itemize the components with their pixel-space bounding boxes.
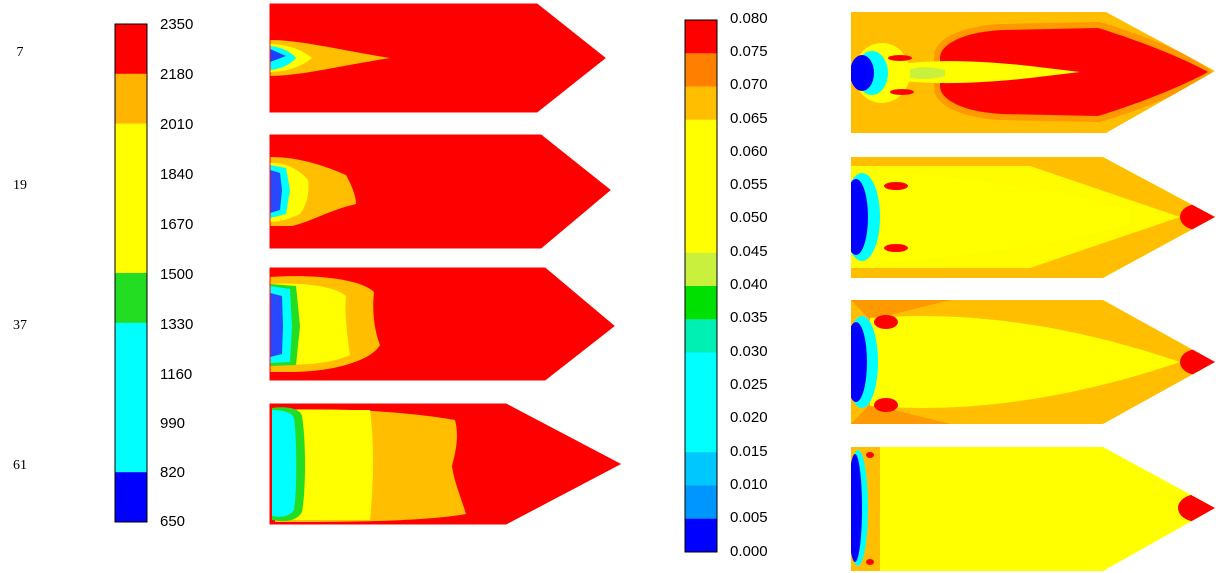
left-tick-label: 2350: [160, 16, 194, 33]
right-tick-label: 0.070: [730, 76, 768, 93]
temperature-contour-61: [270, 404, 620, 524]
right-tick-label: 0.045: [730, 243, 768, 260]
left-colorbar-band: [115, 123, 147, 174]
right-tick-label: 0.000: [730, 543, 768, 560]
left-colorbar-band: [115, 472, 147, 523]
left-colorbar-band: [115, 273, 147, 324]
row-label-3: 37: [13, 318, 27, 333]
temperature-contour-37: [270, 268, 614, 380]
mass-fraction-contour-19: [851, 157, 1215, 278]
left-tick-label: 1840: [160, 166, 194, 183]
left-colorbar-band: [115, 73, 147, 125]
right-tick-label: 0.055: [730, 176, 768, 193]
right-tick-label: 0.015: [730, 443, 768, 460]
right-tick-label: 0.040: [730, 276, 768, 293]
row-label-1: 7: [16, 45, 24, 60]
right-tick-label: 0.020: [730, 409, 768, 426]
row-label-2: 19: [13, 178, 27, 193]
right-colorbar-band: [685, 153, 717, 187]
right-colorbar-band: [685, 518, 717, 553]
right-tick-label: 0.080: [730, 10, 768, 27]
left-colorbar-band: [115, 372, 147, 423]
left-tick-label: 1670: [160, 216, 194, 233]
right-colorbar-band: [685, 119, 717, 154]
right-tick-label: 0.050: [730, 209, 768, 226]
right-colorbar-band: [685, 286, 717, 320]
right-tick-label: 0.065: [730, 110, 768, 127]
mass-fraction-contour-37: [851, 300, 1215, 424]
temperature-contour-19: [270, 135, 610, 248]
right-tick-label: 0.010: [730, 476, 768, 493]
left-colorbar-band: [115, 223, 147, 274]
left-colorbar-band: [115, 422, 147, 473]
right-tick-label: 0.035: [730, 309, 768, 326]
right-colorbar-band: [685, 385, 717, 420]
right-legend-colorbar: [684, 19, 718, 553]
left-colorbar-frame: [114, 23, 148, 523]
right-colorbar-frame: [684, 19, 718, 553]
mass-fraction-contour-61: [851, 447, 1215, 571]
left-tick-label: 1330: [160, 316, 194, 333]
left-tick-label: 990: [160, 415, 186, 432]
left-tick-label: 2010: [160, 116, 194, 133]
right-colorbar-band: [685, 53, 717, 87]
right-colorbar-band: [685, 252, 717, 287]
right-colorbar-band: [685, 419, 717, 453]
right-colorbar-band: [685, 452, 717, 486]
left-tick-label: 2180: [160, 66, 194, 83]
left-colorbar-band: [115, 24, 147, 75]
right-tick-label: 0.005: [730, 509, 768, 526]
right-tick-label: 0.060: [730, 143, 768, 160]
left-colorbar-band: [115, 173, 147, 224]
left-tick-label: 820: [160, 464, 186, 481]
right-colorbar-band: [685, 219, 717, 254]
right-tick-label: 0.030: [730, 343, 768, 360]
right-colorbar-band: [685, 86, 717, 121]
left-tick-label: 1500: [160, 266, 194, 283]
left-colorbar-band: [115, 322, 147, 374]
right-tick-label: 0.025: [730, 376, 768, 393]
right-colorbar-band: [685, 20, 717, 54]
mass-fraction-contour-7: [851, 12, 1215, 133]
right-tick-label: 0.075: [730, 43, 768, 60]
temperature-contour-7: [270, 4, 605, 112]
left-legend-colorbar: [114, 23, 148, 523]
right-colorbar-band: [685, 485, 717, 520]
row-label-4: 61: [13, 458, 27, 473]
right-colorbar-band: [685, 352, 717, 387]
right-colorbar-band: [685, 186, 717, 220]
left-tick-label: 1160: [160, 366, 193, 383]
left-tick-label: 650: [160, 513, 186, 530]
right-colorbar-band: [685, 319, 717, 353]
